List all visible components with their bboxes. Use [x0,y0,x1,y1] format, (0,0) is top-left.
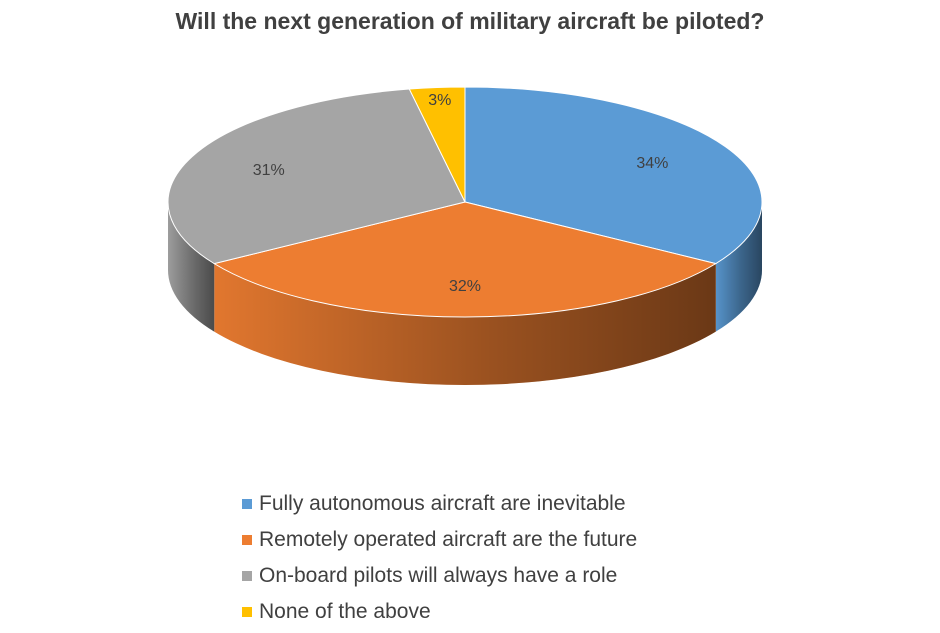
legend-item-remotely-operated: Remotely operated aircraft are the futur… [242,522,637,558]
pie-data-label: 32% [449,278,481,295]
pie-tops [167,86,763,318]
legend-item-onboard-pilots: On-board pilots will always have a role [242,558,637,594]
pie-data-label: 3% [428,92,451,109]
legend-label: Remotely operated aircraft are the futur… [259,528,638,551]
pie-data-label: 34% [636,155,668,172]
legend-swatch [242,607,252,617]
pie-chart: 34% 32% 31% 3% [167,86,763,385]
legend-item-fully-autonomous: Fully autonomous aircraft are inevitable [242,486,637,522]
pie-data-label: 31% [253,162,285,179]
pie-slice-none-of-the-above [408,86,466,203]
legend-label: Fully autonomous aircraft are inevitable [259,492,626,515]
legend-label: On-board pilots will always have a role [259,564,618,587]
pie-slice-fully-autonomous-aircraft-are-inevitable [464,86,763,265]
pie-labels: 34% 32% 31% 3% [253,92,669,295]
legend-swatch [242,499,252,509]
legend-swatch [242,535,252,545]
legend-swatch [242,571,252,581]
pie-sides [168,202,762,385]
pie-slice-remotely-operated-aircraft-are-the-future [212,201,718,318]
legend-label: None of the above [259,600,431,623]
legend: Fully autonomous aircraft are inevitable… [242,486,637,630]
chart-title: Will the next generation of military air… [175,8,765,34]
legend-item-none: None of the above [242,594,637,630]
pie-slice-on-board-pilots-will-always-have-a-role [167,88,466,265]
pie-side-shade [214,263,716,385]
